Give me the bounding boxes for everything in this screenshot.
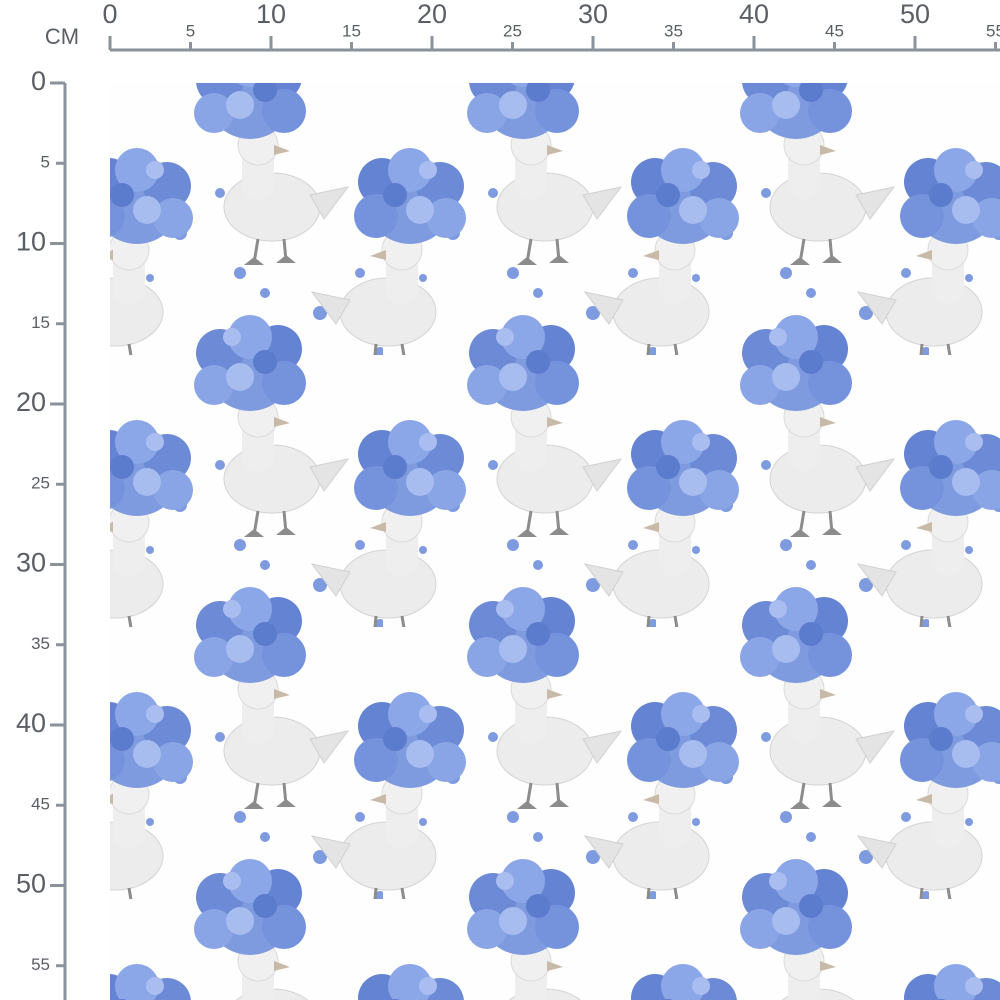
h-tick-label: 45 xyxy=(825,21,844,40)
v-tick-label: 30 xyxy=(16,548,46,578)
h-tick-label: 55 xyxy=(986,21,1000,40)
h-tick-label: 15 xyxy=(342,21,361,40)
h-tick-label: 50 xyxy=(900,0,930,29)
h-tick-label: 25 xyxy=(503,21,522,40)
ruler-ticks: 0 5 10 15 20 25 30 35 40 45 50 55 0 5 10 15 20 25 30 35 40 45… xyxy=(16,0,1000,974)
ruler-unit: CM xyxy=(45,24,79,49)
h-tick-label: 20 xyxy=(417,0,447,29)
h-tick-label: 5 xyxy=(186,21,195,40)
fabric-swatch xyxy=(110,83,1000,1000)
v-tick-label: 25 xyxy=(31,474,50,493)
h-tick-label: 0 xyxy=(102,0,117,29)
h-tick-label: 10 xyxy=(256,0,286,29)
h-tick-label: 35 xyxy=(664,21,683,40)
h-tick-label: 40 xyxy=(739,0,769,29)
v-tick-label: 55 xyxy=(31,955,50,974)
v-tick-label: 10 xyxy=(16,227,46,257)
h-tick-label: 30 xyxy=(578,0,608,29)
v-tick-label: 15 xyxy=(31,313,50,332)
v-tick-label: 5 xyxy=(41,153,50,172)
v-tick-label: 20 xyxy=(16,387,46,417)
v-tick-label: 0 xyxy=(31,66,46,96)
v-tick-label: 45 xyxy=(31,795,50,814)
v-tick-label: 40 xyxy=(16,708,46,738)
v-tick-label: 50 xyxy=(16,869,46,899)
v-tick-label: 35 xyxy=(31,634,50,653)
top-ruler-bg xyxy=(0,0,1000,68)
